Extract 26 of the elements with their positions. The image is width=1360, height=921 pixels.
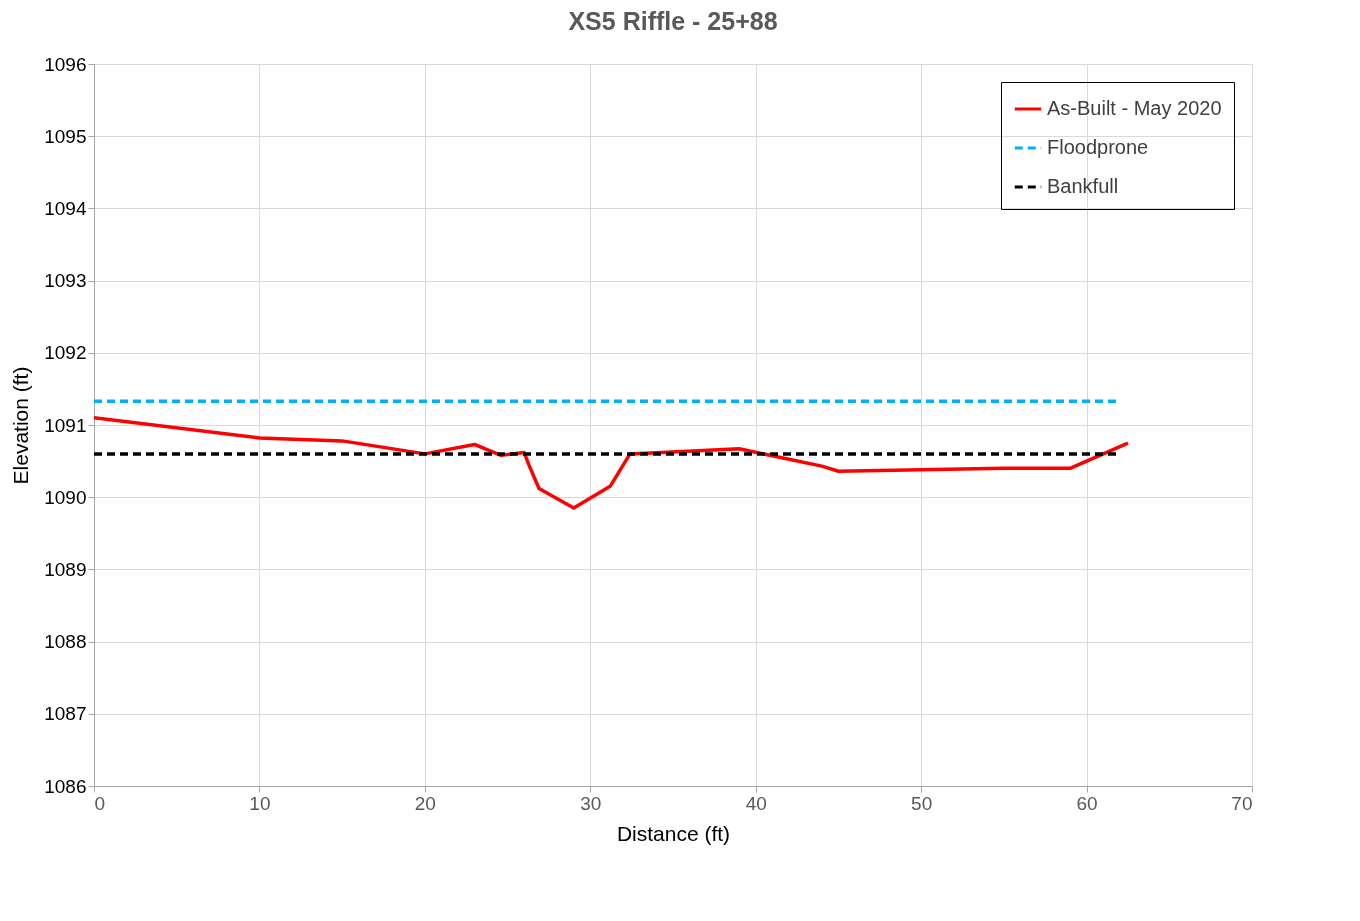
x-axis-title: Distance (ft) [616,821,731,845]
x-tick-label: 60 [1076,792,1098,814]
x-tick-label: 30 [580,792,602,814]
y-axis-title: Elevation (ft) [9,366,33,485]
x-tick-label: 0 [94,792,106,814]
y-tick-label: 1091 [44,414,87,436]
y-tick-label: 1090 [44,486,87,508]
line-series [94,416,1130,510]
y-tick-label: 1089 [44,558,87,580]
legend-label: As-Built - May 2020 [1047,97,1222,119]
x-tick-label: 40 [745,792,767,814]
x-tick-label: 10 [249,792,271,814]
y-tick-label: 1095 [44,125,87,147]
chart-title: XS5 Riffle - 25+88 [568,7,778,35]
y-tick-label: 1087 [44,703,87,725]
y-tick-label: 1086 [44,775,87,797]
y-tick-label: 1092 [44,342,87,364]
x-tick-label: 50 [911,792,933,814]
y-tick-label: 1096 [44,53,87,75]
y-tick-label: 1093 [44,270,87,292]
legend-label: Floodprone [1047,136,1149,158]
x-tick-label: 70 [1231,792,1253,814]
y-tick-label: 1088 [44,631,87,653]
y-tick-label: 1094 [44,197,87,219]
x-tick-label: 20 [414,792,436,814]
legend-label: Bankfull [1047,175,1119,197]
